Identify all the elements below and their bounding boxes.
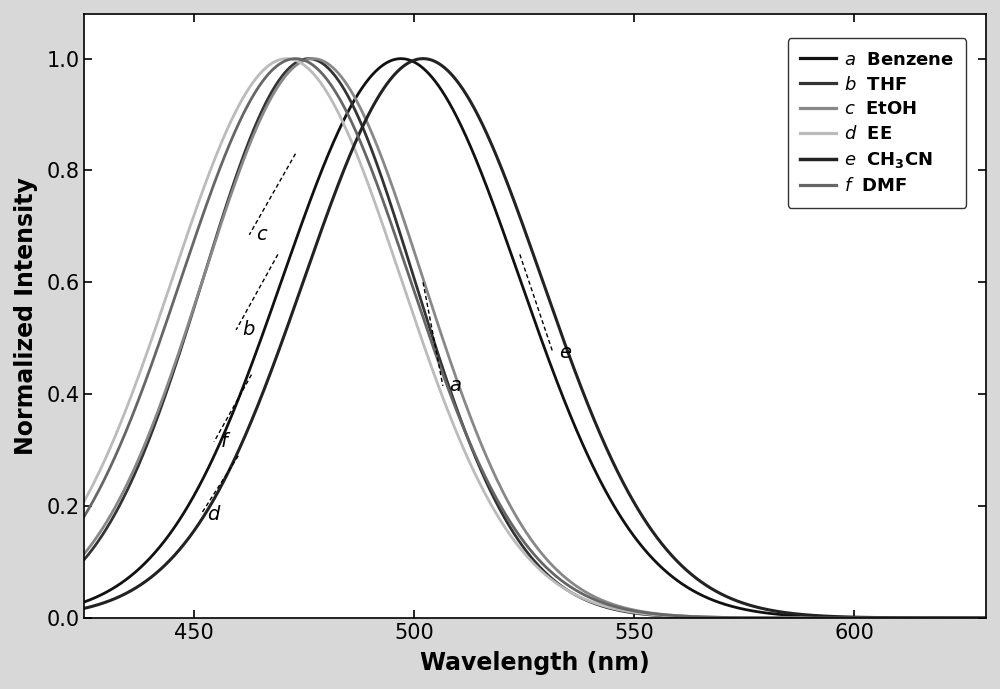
- Y-axis label: Normalized Intensity: Normalized Intensity: [14, 177, 38, 455]
- Text: d: d: [208, 505, 220, 524]
- X-axis label: Wavelength (nm): Wavelength (nm): [420, 651, 650, 675]
- Text: b: b: [243, 320, 255, 340]
- Text: c: c: [256, 225, 267, 245]
- Text: e: e: [559, 342, 571, 362]
- Text: a: a: [449, 376, 461, 395]
- Text: f: f: [221, 432, 228, 451]
- Legend: $\it{a}$  $\bf{Benzene}$, $\it{b}$  $\bf{THF}$, $\it{c}$  $\bf{EtOH}$, $\it{d}$ : $\it{a}$ $\bf{Benzene}$, $\it{b}$ $\bf{T…: [788, 38, 966, 207]
